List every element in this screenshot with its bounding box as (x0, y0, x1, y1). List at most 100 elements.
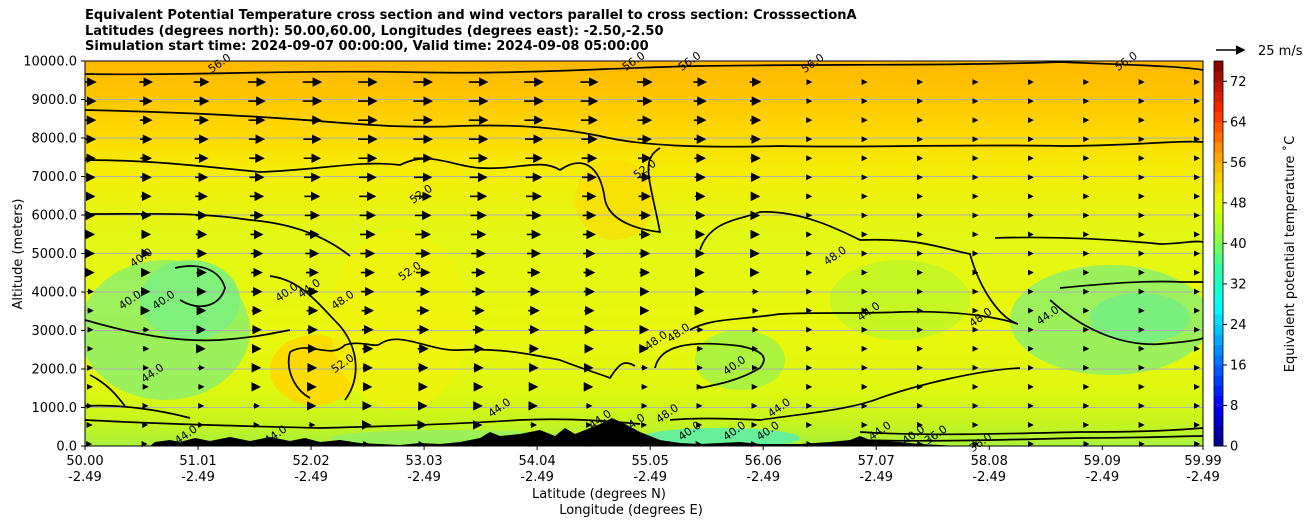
x-tick-latitude: 57.07 (858, 454, 895, 469)
colorbar-tick-label: 48 (1230, 196, 1247, 211)
colorbar-band (1214, 253, 1223, 265)
x-axis-ticks: 50.00-2.4951.01-2.4952.02-2.4953.03-2.49… (66, 446, 1222, 485)
colorbar-band (1214, 212, 1223, 224)
x-tick-longitude: -2.49 (294, 470, 328, 485)
colorbar-band (1214, 121, 1223, 133)
colorbar-band (1214, 162, 1223, 173)
x-tick-longitude: -2.49 (633, 470, 667, 485)
colorbar-band (1214, 314, 1223, 325)
colorbar-band (1214, 294, 1223, 305)
x-tick-latitude: 54.04 (519, 454, 556, 469)
x-tick-longitude: -2.49 (1186, 470, 1220, 485)
x-tick-latitude: 52.02 (292, 454, 329, 469)
colorbar-band (1214, 61, 1223, 72)
colorbar-band (1214, 81, 1223, 92)
x-tick-longitude: -2.49 (520, 470, 554, 485)
chart-title: Equivalent Potential Temperature cross s… (85, 8, 857, 55)
colorbar-tick-label: 16 (1230, 358, 1247, 373)
colorbar-band (1214, 334, 1223, 346)
x-tick-latitude: 59.99 (1184, 454, 1221, 469)
colorbar-tick-label: 64 (1230, 115, 1247, 130)
x-tick-longitude: -2.49 (972, 470, 1006, 485)
title-line-2: Latitudes (degrees north): 50.00,60.00, … (85, 23, 664, 39)
x-tick-longitude: -2.49 (746, 470, 780, 485)
colorbar-band (1214, 182, 1223, 194)
y-tick-label: 10000.0 (23, 55, 77, 70)
x-tick-longitude: -2.49 (68, 470, 102, 485)
x-tick-latitude: 55.05 (632, 454, 669, 469)
colorbar-band (1214, 172, 1223, 184)
x-tick-latitude: 58.08 (971, 454, 1008, 469)
colorbar-label: Equivalent potential temperature ˚C (1282, 136, 1298, 372)
y-axis-ticks: 0.0 1000.0 2000.0 3000.0 4000.0 5000.0 6000.0 7… (23, 55, 85, 455)
colorbar-tick-label: 8 (1230, 399, 1238, 414)
colorbar-band (1214, 415, 1223, 427)
x-tick-latitude: 56.06 (745, 454, 782, 469)
colorbar-tick-label: 56 (1230, 156, 1247, 171)
x-tick-longitude: -2.49 (181, 470, 215, 485)
x-axis-label-latitude: Latitude (degrees N) (532, 487, 666, 502)
colorbar-tick-label: 0 (1230, 440, 1238, 455)
y-tick-label: 0.0 (56, 440, 77, 455)
contour-lines (85, 61, 1203, 442)
colorbar-band (1214, 233, 1223, 244)
colorbar-tick-label: 72 (1230, 75, 1247, 90)
wind-vectors (84, 77, 1201, 447)
colorbar-band (1214, 364, 1223, 376)
colorbar: 0 8 16 24 32 40 48 56 64 72 (1213, 60, 1247, 455)
colorbar-band (1214, 375, 1223, 386)
y-axis-label: Altitude (meters) (11, 199, 26, 310)
colorbar-band (1214, 405, 1223, 417)
colorbar-band (1214, 273, 1223, 285)
y-tick-label: 3000.0 (32, 324, 78, 339)
y-tick-label: 2000.0 (32, 363, 78, 378)
x-axis-label-longitude: Longitude (degrees E) (559, 503, 703, 518)
colorbar-tick-label: 24 (1230, 318, 1247, 333)
colorbar-tick-label: 32 (1230, 277, 1247, 292)
colorbar-band (1214, 425, 1223, 437)
colorbar-band (1214, 131, 1223, 143)
y-tick-label: 4000.0 (32, 286, 78, 301)
x-tick-longitude: -2.49 (407, 470, 441, 485)
colorbar-band (1214, 91, 1223, 103)
y-tick-label: 6000.0 (32, 209, 78, 224)
x-tick-longitude: -2.49 (1085, 470, 1119, 485)
y-tick-label: 9000.0 (32, 93, 78, 108)
x-tick-longitude: -2.49 (859, 470, 893, 485)
colorbar-frame (1213, 60, 1224, 447)
colorbar-band (1214, 395, 1223, 406)
x-tick-latitude: 51.01 (179, 454, 216, 469)
colorbar-band (1214, 385, 1223, 396)
colorbar-band (1214, 283, 1223, 295)
quiver-key-label: 25 m/s (1258, 44, 1303, 59)
y-tick-label: 1000.0 (32, 401, 78, 416)
x-tick-latitude: 50.00 (66, 454, 103, 469)
y-tick-label: 5000.0 (32, 247, 78, 262)
x-tick-latitude: 53.03 (405, 454, 442, 469)
y-tick-label: 8000.0 (32, 132, 78, 147)
colorbar-band (1214, 142, 1223, 153)
colorbar-band (1214, 152, 1223, 163)
colorbar-band (1214, 304, 1223, 315)
x-tick-latitude: 59.09 (1084, 454, 1121, 469)
colorbar-band (1214, 192, 1223, 204)
quiver-key: 25 m/s (1216, 44, 1303, 59)
colorbar-band (1214, 111, 1223, 123)
title-line-3: Simulation start time: 2024-09-07 00:00:… (85, 39, 649, 54)
colorbar-band (1214, 202, 1223, 214)
colorbar-band (1214, 101, 1223, 113)
colorbar-band (1214, 354, 1223, 366)
colorbar-band (1214, 263, 1223, 275)
colorbar-band (1214, 324, 1223, 336)
colorbar-band (1214, 71, 1223, 82)
colorbar-tick-label: 40 (1230, 237, 1247, 252)
colorbar-band (1214, 223, 1223, 234)
colorbar-band (1214, 344, 1223, 356)
y-tick-label: 7000.0 (32, 170, 78, 185)
filled-field (85, 61, 1203, 446)
title-line-1: Equivalent Potential Temperature cross s… (85, 8, 857, 23)
colorbar-band (1214, 435, 1223, 447)
terrain (150, 418, 960, 446)
colorbar-band (1214, 243, 1223, 254)
